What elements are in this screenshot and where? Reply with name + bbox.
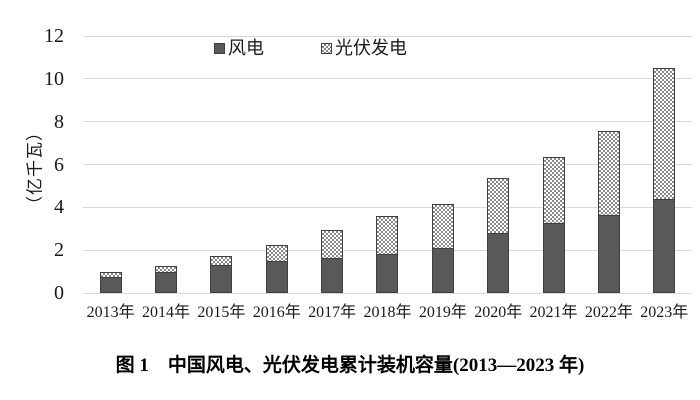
bar-2016-wind-segment: [265, 261, 288, 293]
gridline-12: [83, 35, 692, 37]
x-tick-label-2022: 2022年: [584, 304, 633, 321]
bar-2014: [155, 266, 178, 293]
bar-slot-2017: [304, 36, 359, 293]
bar-2022-wind-segment: [597, 214, 620, 293]
x-tick-label-2015: 2015年: [197, 304, 246, 321]
bar-slot-2019: [415, 36, 470, 293]
figure-caption: 图 1 中国风电、光伏发电累计装机容量(2013—2023 年): [115, 355, 585, 376]
bar-2018-wind-segment: [376, 253, 399, 293]
wind-swatch-icon: [214, 42, 225, 54]
y-tick-label-10: 10: [44, 67, 64, 90]
bar-2014-solar-segment: [155, 266, 178, 273]
plot-area: 0 2 4 6 8 10 12: [44, 26, 692, 303]
bar-slot-2023: [637, 36, 692, 293]
y-tick-label-12: 12: [44, 25, 64, 47]
x-tick-label-2017: 2017年: [308, 304, 357, 321]
wind-legend-label: 风电: [228, 38, 264, 58]
bar-slot-2016: [249, 36, 304, 293]
bar-2022: [597, 130, 620, 293]
bar-2015: [210, 255, 233, 293]
bar-2015-wind-segment: [210, 264, 233, 293]
x-tick-label-2014: 2014年: [142, 304, 191, 321]
x-tick-label-2023: 2023年: [640, 304, 689, 321]
bar-2023-wind-segment: [653, 198, 676, 293]
x-tick-label-2013: 2013年: [86, 304, 135, 321]
bar-2016-solar-segment: [265, 244, 288, 262]
bar-slot-2014: [138, 36, 193, 293]
gridline-0: [83, 292, 692, 294]
bar-2021-wind-segment: [542, 222, 565, 293]
bar-2017-solar-segment: [321, 230, 344, 258]
bars-row: [83, 36, 692, 293]
bar-slot-2021: [526, 36, 581, 293]
gridline-8: [83, 121, 692, 123]
y-tick-label-0: 0: [54, 282, 64, 304]
bar-2022-solar-segment: [597, 130, 620, 215]
gridline-10: [83, 78, 692, 80]
bar-2015-solar-segment: [210, 255, 233, 265]
bar-2023-solar-segment: [653, 68, 676, 199]
bar-2017-wind-segment: [321, 257, 344, 293]
x-tick-label-2018: 2018年: [363, 304, 412, 321]
bar-2018: [376, 216, 399, 293]
legend-item-wind: 风电: [214, 39, 264, 57]
solar-swatch-icon: [321, 42, 332, 54]
bar-2020: [487, 178, 510, 293]
solar-legend-label: 光伏发电: [335, 38, 407, 58]
bar-slot-2020: [471, 36, 526, 293]
bar-slot-2015: [194, 36, 249, 293]
bar-2013-solar-segment: [99, 272, 122, 277]
y-tick-label-8: 8: [54, 110, 64, 133]
x-tick-label-2020: 2020年: [474, 304, 523, 321]
y-axis-title: （亿千瓦）: [25, 123, 45, 213]
x-tick-label-2016: 2016年: [252, 304, 301, 321]
bar-2021: [542, 157, 565, 293]
bar-2018-solar-segment: [376, 216, 399, 254]
legend: 风电 光伏发电: [214, 39, 407, 57]
x-tick-label-2019: 2019年: [418, 304, 467, 321]
y-tick-label-6: 6: [54, 153, 64, 176]
bar-2019: [431, 204, 454, 293]
gridline-6: [83, 164, 692, 165]
y-tick-label-4: 4: [54, 196, 64, 219]
bar-2013-wind-segment: [99, 276, 122, 293]
gridline-4: [83, 206, 692, 208]
bar-2019-wind-segment: [431, 248, 454, 293]
bar-2017: [321, 230, 344, 293]
bar-2023: [653, 68, 676, 293]
x-tick-label-2021: 2021年: [529, 304, 578, 321]
legend-item-solar: 光伏发电: [321, 39, 407, 57]
bar-2014-wind-segment: [155, 272, 178, 293]
bar-2013: [99, 272, 122, 293]
bar-slot-2022: [581, 36, 636, 293]
bar-2020-wind-segment: [487, 232, 510, 293]
x-axis-labels: 2013年 2014年 2015年 2016年 2017年 2018年 2019年 2020年…: [83, 302, 692, 324]
bar-2021-solar-segment: [542, 157, 565, 223]
bar-2016: [265, 244, 288, 293]
bar-2020-solar-segment: [487, 178, 510, 233]
bar-slot-2013: [83, 36, 138, 293]
y-tick-label-2: 2: [54, 239, 64, 262]
bar-slot-2018: [360, 36, 415, 293]
bar-2019-solar-segment: [431, 204, 454, 248]
